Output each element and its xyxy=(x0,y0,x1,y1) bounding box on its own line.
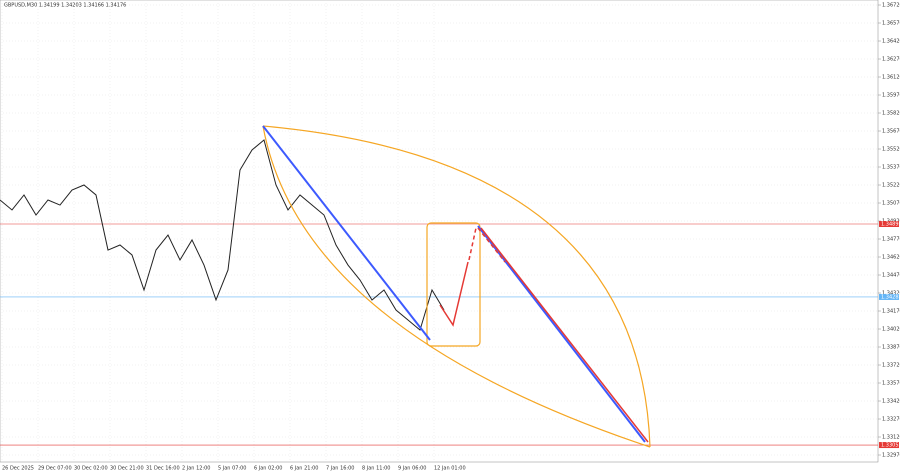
trend-line xyxy=(262,125,431,341)
y-tick-label: 1.36570 xyxy=(882,21,900,27)
y-tick-label: 1.33120 xyxy=(882,435,900,441)
x-tick-label: 30 Dec 21:00 xyxy=(110,466,144,472)
y-tick-label: 1.33420 xyxy=(882,399,900,405)
plot-frame xyxy=(0,0,879,463)
x-tick-label: 6 Jan 02:00 xyxy=(254,466,282,472)
x-tick-label: 2 Jan 12:00 xyxy=(182,466,210,472)
x-tick-label: 7 Jan 16:00 xyxy=(326,466,354,472)
y-tick-label: 1.36120 xyxy=(882,75,900,81)
y-tick-label: 1.35670 xyxy=(882,129,900,135)
y-tick-label: 1.34320 xyxy=(882,291,900,297)
x-tick-label: 9 Jan 06:00 xyxy=(398,466,426,472)
y-tick-label: 1.33270 xyxy=(882,417,900,423)
y-tick-label: 1.35370 xyxy=(882,165,900,171)
y-tick-label: 1.34470 xyxy=(882,273,900,279)
arrow xyxy=(477,227,506,263)
grid xyxy=(0,0,878,462)
x-tick-label: 8 Jan 11:00 xyxy=(362,466,390,472)
arrow xyxy=(468,227,477,261)
x-tick-label: 5 Jan 07:00 xyxy=(218,466,246,472)
drawings xyxy=(262,125,651,448)
y-tick-label: 1.35820 xyxy=(882,111,900,117)
arc xyxy=(262,125,651,448)
y-tick-label: 1.33870 xyxy=(882,345,900,351)
x-tick-label: 31 Dec 16:00 xyxy=(146,466,180,472)
level-tag xyxy=(879,221,899,227)
y-tick-label: 1.35070 xyxy=(882,201,900,207)
y-tick-label: 1.34620 xyxy=(882,255,900,261)
y-tick-label: 1.34770 xyxy=(882,237,900,243)
chart-title: GBPUSD,M30 1.34199 1.34203 1.34166 1.341… xyxy=(4,3,126,9)
level-label: 1.34895 xyxy=(881,222,900,228)
marks xyxy=(0,139,445,331)
level-tag xyxy=(879,442,899,449)
arrow xyxy=(480,227,649,443)
y-tick-label: 1.36420 xyxy=(882,39,900,45)
arc xyxy=(262,125,651,448)
arrow xyxy=(439,261,469,327)
y-tick-label: 1.32970 xyxy=(882,453,900,459)
y-tick-label: 1.34020 xyxy=(882,327,900,333)
y-tick-label: 1.35520 xyxy=(882,147,900,153)
x-tick-label: 26 Dec 2025 xyxy=(2,466,34,472)
level-label: 1.34287 xyxy=(881,294,900,300)
price-line xyxy=(0,139,445,331)
y-tick-label: 1.35220 xyxy=(882,183,900,189)
box xyxy=(426,222,481,347)
x-tick-label: 6 Jan 21:00 xyxy=(290,466,318,472)
y-tick-label: 1.34170 xyxy=(882,309,900,315)
y-tick-label: 1.35970 xyxy=(882,93,900,99)
x-tick-label: 29 Dec 07:00 xyxy=(38,466,72,472)
y-tick-label: 1.33570 xyxy=(882,381,900,387)
level-tag xyxy=(879,293,899,300)
x-tick-label: 30 Dec 02:00 xyxy=(74,466,108,472)
level-label: 1.33053 xyxy=(881,443,900,449)
trend-line xyxy=(477,225,646,443)
y-tick-label: 1.33720 xyxy=(882,363,900,369)
x-tick-label: 12 Jan 01:00 xyxy=(434,466,466,472)
y-tick-label: 1.36720 xyxy=(882,3,900,9)
y-tick-label: 1.36270 xyxy=(882,57,900,63)
